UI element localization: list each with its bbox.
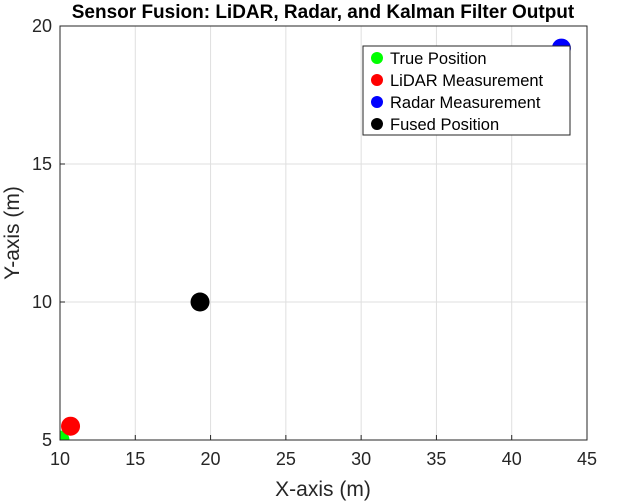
x-tick-label: 20 xyxy=(201,449,221,469)
x-tick-label: 15 xyxy=(125,449,145,469)
legend-label: LiDAR Measurement xyxy=(390,72,544,90)
legend-marker xyxy=(371,74,383,86)
x-tick-label: 35 xyxy=(426,449,446,469)
y-tick-label: 20 xyxy=(32,16,52,36)
x-tick-label: 25 xyxy=(276,449,296,469)
x-tick-label: 10 xyxy=(50,449,70,469)
legend-marker xyxy=(371,96,383,108)
y-tick-label: 15 xyxy=(32,154,52,174)
legend: True Position LiDAR Measurement Radar Meas… xyxy=(362,45,571,136)
x-axis-title: X-axis (m) xyxy=(275,478,371,501)
data-point-true-position xyxy=(60,430,70,440)
legend-box xyxy=(362,45,571,136)
x-tick-label: 40 xyxy=(502,449,522,469)
data-point-lidar-measurement xyxy=(61,416,81,436)
chart-title: Sensor Fusion: LiDAR, Radar, and Kalman … xyxy=(72,2,575,23)
legend-label: True Position xyxy=(390,50,487,68)
legend-label: Radar Measurement xyxy=(390,94,541,112)
y-tick-label: 10 xyxy=(32,292,52,312)
x-tick-label: 45 xyxy=(577,449,597,469)
legend-label: Fused Position xyxy=(390,116,499,134)
x-tick-label: 30 xyxy=(351,449,371,469)
data-point-fused-position xyxy=(190,292,210,312)
legend-marker xyxy=(371,118,383,130)
y-tick-label: 5 xyxy=(42,430,52,450)
axes-box xyxy=(59,25,588,441)
y-axis-title: Y-axis (m) xyxy=(1,186,24,280)
legend-marker xyxy=(371,52,383,64)
